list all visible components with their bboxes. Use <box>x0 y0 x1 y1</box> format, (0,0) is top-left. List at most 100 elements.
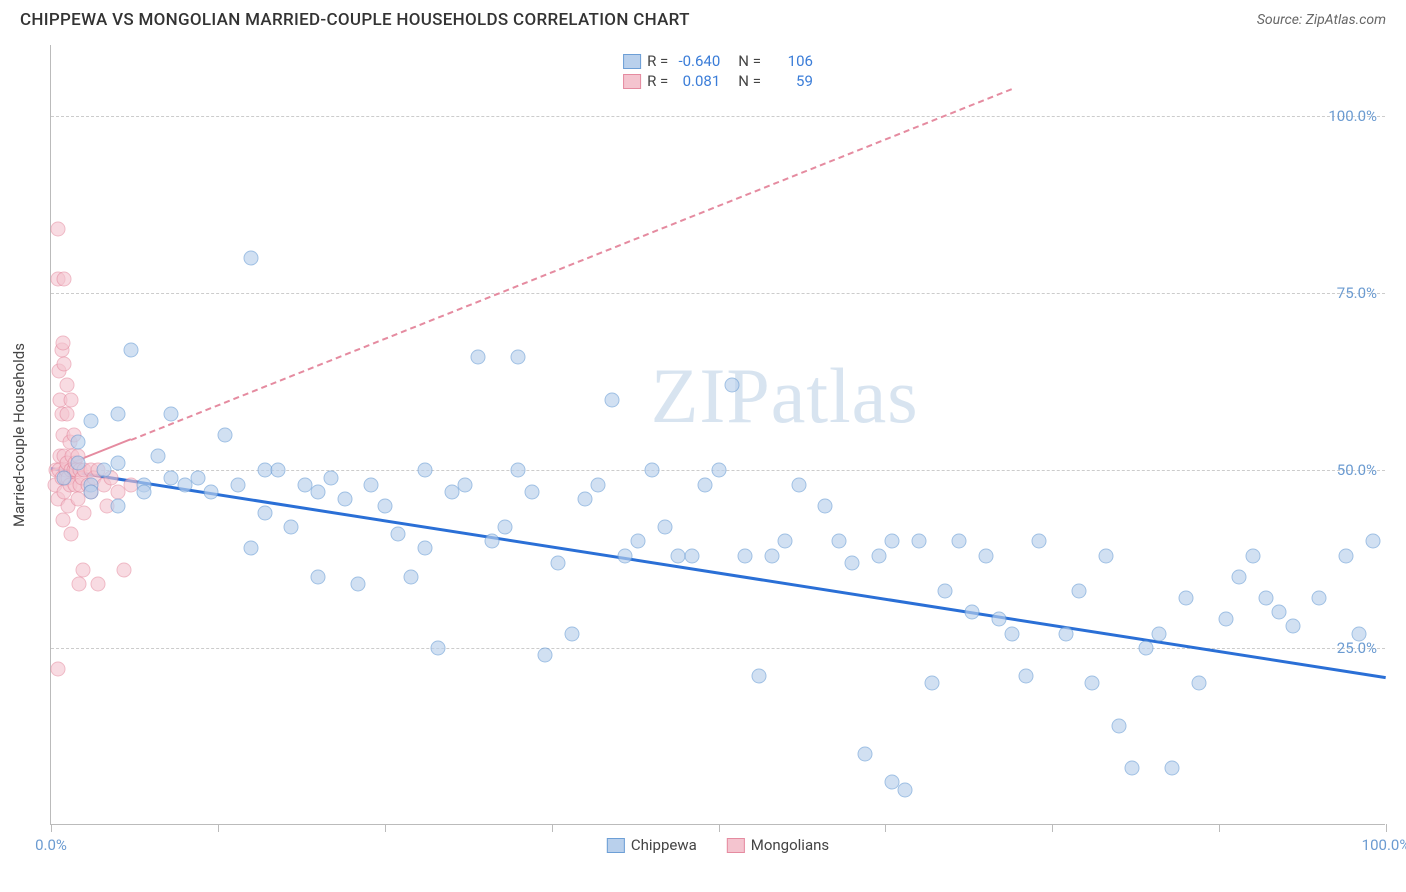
y-tick-label: 25.0% <box>1337 639 1377 657</box>
scatter-point <box>1312 591 1327 606</box>
scatter-point <box>911 534 926 549</box>
legend-series-label: Chippewa <box>631 836 697 854</box>
watermark-atlas: atlas <box>771 352 919 439</box>
scatter-point <box>311 569 326 584</box>
scatter-point <box>364 477 379 492</box>
scatter-point <box>84 484 99 499</box>
scatter-chart: Married-couple Households ZIPatlas R =-0… <box>50 45 1385 825</box>
scatter-point <box>1352 626 1367 641</box>
scatter-point <box>90 576 105 591</box>
scatter-point <box>938 584 953 599</box>
scatter-point <box>1338 548 1353 563</box>
y-tick-label: 100.0% <box>1328 107 1377 125</box>
scatter-point <box>110 498 125 513</box>
watermark: ZIPatlas <box>651 351 919 441</box>
legend-swatch <box>623 74 641 89</box>
scatter-point <box>658 520 673 535</box>
scatter-point <box>551 555 566 570</box>
scatter-point <box>110 406 125 421</box>
legend-n-value: 106 <box>767 52 813 70</box>
scatter-point <box>244 250 259 265</box>
scatter-point <box>471 350 486 365</box>
x-tick <box>552 824 553 832</box>
trend-line-extrapolated <box>131 88 1013 441</box>
scatter-point <box>57 272 72 287</box>
scatter-point <box>257 506 272 521</box>
scatter-point <box>1178 591 1193 606</box>
scatter-point <box>684 548 699 563</box>
scatter-point <box>1152 626 1167 641</box>
scatter-point <box>64 392 79 407</box>
x-tick <box>51 824 52 832</box>
scatter-point <box>270 463 285 478</box>
scatter-point <box>818 498 833 513</box>
scatter-point <box>978 548 993 563</box>
legend-n-label: N = <box>738 52 761 70</box>
scatter-point <box>76 562 91 577</box>
scatter-point <box>117 562 132 577</box>
scatter-point <box>391 527 406 542</box>
legend-swatch <box>607 838 625 853</box>
scatter-point <box>1005 626 1020 641</box>
legend-swatch <box>623 54 641 69</box>
scatter-point <box>60 406 75 421</box>
scatter-point <box>311 484 326 499</box>
scatter-point <box>484 534 499 549</box>
scatter-point <box>778 534 793 549</box>
legend-n-label: N = <box>738 72 761 90</box>
scatter-point <box>137 484 152 499</box>
scatter-point <box>578 491 593 506</box>
x-tick <box>1052 824 1053 832</box>
scatter-point <box>845 555 860 570</box>
scatter-point <box>885 534 900 549</box>
watermark-zip: ZIP <box>651 352 771 439</box>
legend-series-item: Mongolians <box>727 836 829 854</box>
gridline <box>51 116 1385 117</box>
scatter-point <box>711 463 726 478</box>
scatter-point <box>738 548 753 563</box>
scatter-point <box>324 470 339 485</box>
x-tick <box>385 824 386 832</box>
scatter-point <box>1245 548 1260 563</box>
scatter-point <box>284 520 299 535</box>
scatter-point <box>1272 605 1287 620</box>
scatter-point <box>1071 584 1086 599</box>
legend-n-value: 59 <box>767 72 813 90</box>
scatter-point <box>1085 676 1100 691</box>
scatter-point <box>764 548 779 563</box>
x-tick-label: 0.0% <box>35 836 67 854</box>
scatter-point <box>72 576 87 591</box>
x-tick <box>1219 824 1220 832</box>
scatter-point <box>337 491 352 506</box>
scatter-point <box>965 605 980 620</box>
scatter-point <box>377 498 392 513</box>
scatter-point <box>217 428 232 443</box>
chart-source: Source: ZipAtlas.com <box>1257 12 1386 28</box>
legend-series-item: Chippewa <box>607 836 697 854</box>
scatter-point <box>457 477 472 492</box>
scatter-point <box>858 747 873 762</box>
scatter-point <box>190 470 205 485</box>
scatter-point <box>150 449 165 464</box>
scatter-point <box>417 463 432 478</box>
scatter-point <box>110 456 125 471</box>
scatter-point <box>511 463 526 478</box>
x-tick <box>719 824 720 832</box>
scatter-point <box>1112 718 1127 733</box>
scatter-point <box>70 435 85 450</box>
scatter-point <box>991 612 1006 627</box>
legend-series: Chippewa Mongolians <box>607 836 829 854</box>
gridline <box>51 648 1385 649</box>
scatter-point <box>497 520 512 535</box>
scatter-point <box>57 470 72 485</box>
scatter-point <box>70 456 85 471</box>
scatter-point <box>417 541 432 556</box>
scatter-point <box>925 676 940 691</box>
legend-r-label: R = <box>647 52 668 70</box>
scatter-point <box>1365 534 1380 549</box>
scatter-point <box>60 378 75 393</box>
y-tick-label: 50.0% <box>1337 461 1377 479</box>
scatter-point <box>618 548 633 563</box>
legend-correlation-row: R =0.081N =59 <box>623 71 813 91</box>
scatter-point <box>124 342 139 357</box>
